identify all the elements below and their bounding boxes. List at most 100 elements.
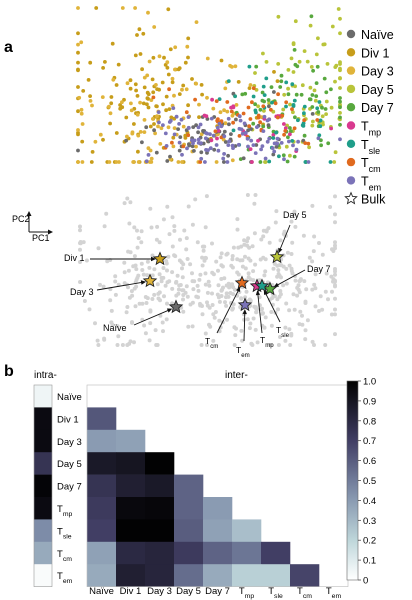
- inter-cell: [87, 429, 117, 453]
- scatter-point-grey: [230, 254, 235, 258]
- scatter-point-grey: [289, 219, 294, 224]
- scatter-point: [310, 93, 315, 97]
- scatter-point: [142, 130, 147, 135]
- scatter-point-grey: [263, 269, 268, 274]
- scatter-point: [317, 100, 322, 104]
- scatter-point-grey: [176, 291, 181, 296]
- inter-cell: [116, 541, 146, 565]
- scatter-point: [142, 118, 147, 122]
- scatter-point: [148, 124, 153, 129]
- bulk-label: Tem: [236, 345, 250, 359]
- scatter-point: [180, 87, 184, 92]
- scatter-point-grey: [244, 289, 249, 294]
- scatter-point: [282, 157, 286, 162]
- scatter-point: [227, 122, 231, 127]
- scatter-point-grey: [235, 217, 240, 222]
- row-label: Tsle: [57, 526, 72, 540]
- col-label: Tcm: [297, 586, 312, 600]
- scatter-point: [128, 78, 133, 83]
- scatter-point-grey: [274, 209, 279, 214]
- scatter-point: [153, 131, 158, 136]
- scatter-point: [286, 135, 290, 140]
- bulk-label: Day 7: [307, 264, 331, 274]
- scatter-point-grey: [284, 281, 289, 286]
- scatter-point-grey: [102, 336, 107, 341]
- scatter-point: [231, 120, 236, 125]
- scatter-point: [219, 135, 224, 140]
- scatter-point-grey: [135, 228, 139, 233]
- scatter-point: [333, 150, 338, 155]
- scatter-point: [197, 102, 201, 107]
- scatter-point-grey: [264, 229, 269, 234]
- scatter-point: [264, 60, 269, 64]
- scatter-point: [156, 124, 160, 129]
- scatter-point-grey: [235, 270, 240, 275]
- colorbar: 1.0 0.9 0.8 0.7 0.6 0.5 0.4 0.3 0.2 0.1 0: [346, 377, 376, 587]
- scatter-point: [191, 125, 196, 129]
- scatter-point: [319, 143, 323, 148]
- inter-cell: [145, 541, 175, 565]
- scatter-point-grey: [247, 326, 252, 331]
- legend-item-label-sub: em: [369, 182, 382, 192]
- scatter-point: [262, 114, 267, 119]
- scatter-point: [142, 85, 147, 90]
- intra-cell: [34, 541, 52, 565]
- scatter-point: [321, 122, 325, 127]
- legend-marker: [346, 103, 356, 112]
- scatter-point-grey: [98, 282, 102, 287]
- scatter-point-grey: [279, 275, 283, 280]
- scatter-point: [213, 129, 218, 134]
- scatter-point-grey: [134, 267, 139, 272]
- scatter-point: [329, 126, 333, 131]
- scatter-point: [296, 139, 300, 144]
- legend-item-label-main: Naïve: [361, 28, 394, 42]
- scatter-point: [196, 130, 201, 135]
- legend-item-label: Naïve: [361, 28, 394, 42]
- scatter-point: [266, 123, 271, 128]
- scatter-point-grey: [329, 312, 334, 317]
- scatter-point-grey: [200, 304, 204, 308]
- scatter-point: [271, 133, 276, 137]
- scatter-point: [296, 118, 300, 123]
- scatter-point: [290, 139, 295, 143]
- scatter-point-grey: [224, 291, 229, 296]
- scatter-point: [275, 79, 280, 83]
- scatter-point-grey: [149, 225, 154, 230]
- scatter-point-grey: [204, 194, 209, 199]
- scatter-point: [264, 76, 269, 81]
- scatter-point: [310, 112, 315, 116]
- inter-cell: [145, 564, 175, 587]
- scatter-point: [237, 126, 242, 131]
- scatter-point: [176, 127, 181, 131]
- scatter-point-grey: [81, 240, 86, 245]
- scatter-point: [205, 95, 209, 100]
- scatter-point: [190, 138, 194, 143]
- scatter-point: [289, 129, 293, 134]
- bulk-label: Naïve: [103, 323, 127, 333]
- scatter-point: [206, 148, 210, 153]
- scatter-point-grey: [127, 221, 132, 226]
- scatter-point: [120, 6, 125, 10]
- scatter-point-grey: [145, 273, 150, 278]
- scatter-point-grey: [210, 241, 214, 246]
- row-label: Day 7: [57, 482, 82, 493]
- scatter-point-grey: [240, 338, 245, 343]
- scatter-point: [150, 77, 155, 82]
- scatter-point: [199, 156, 204, 161]
- scatter-point: [146, 105, 151, 110]
- scatter-point: [130, 130, 135, 135]
- scatter-point-grey: [172, 224, 177, 229]
- scatter-point: [76, 68, 80, 73]
- col-label: Day 7: [205, 586, 230, 597]
- scatter-point: [149, 160, 154, 164]
- scatter-point-grey: [190, 222, 195, 227]
- scatter-point-grey: [252, 231, 257, 236]
- legend-marker: [346, 121, 356, 130]
- scatter-point-grey: [333, 283, 337, 288]
- scatter-point: [236, 142, 241, 147]
- scatter-point: [259, 147, 263, 152]
- legend-marker: [346, 66, 356, 75]
- scatter-point-grey: [225, 317, 229, 322]
- scatter-point: [250, 100, 254, 105]
- scatter-point-grey: [303, 328, 308, 333]
